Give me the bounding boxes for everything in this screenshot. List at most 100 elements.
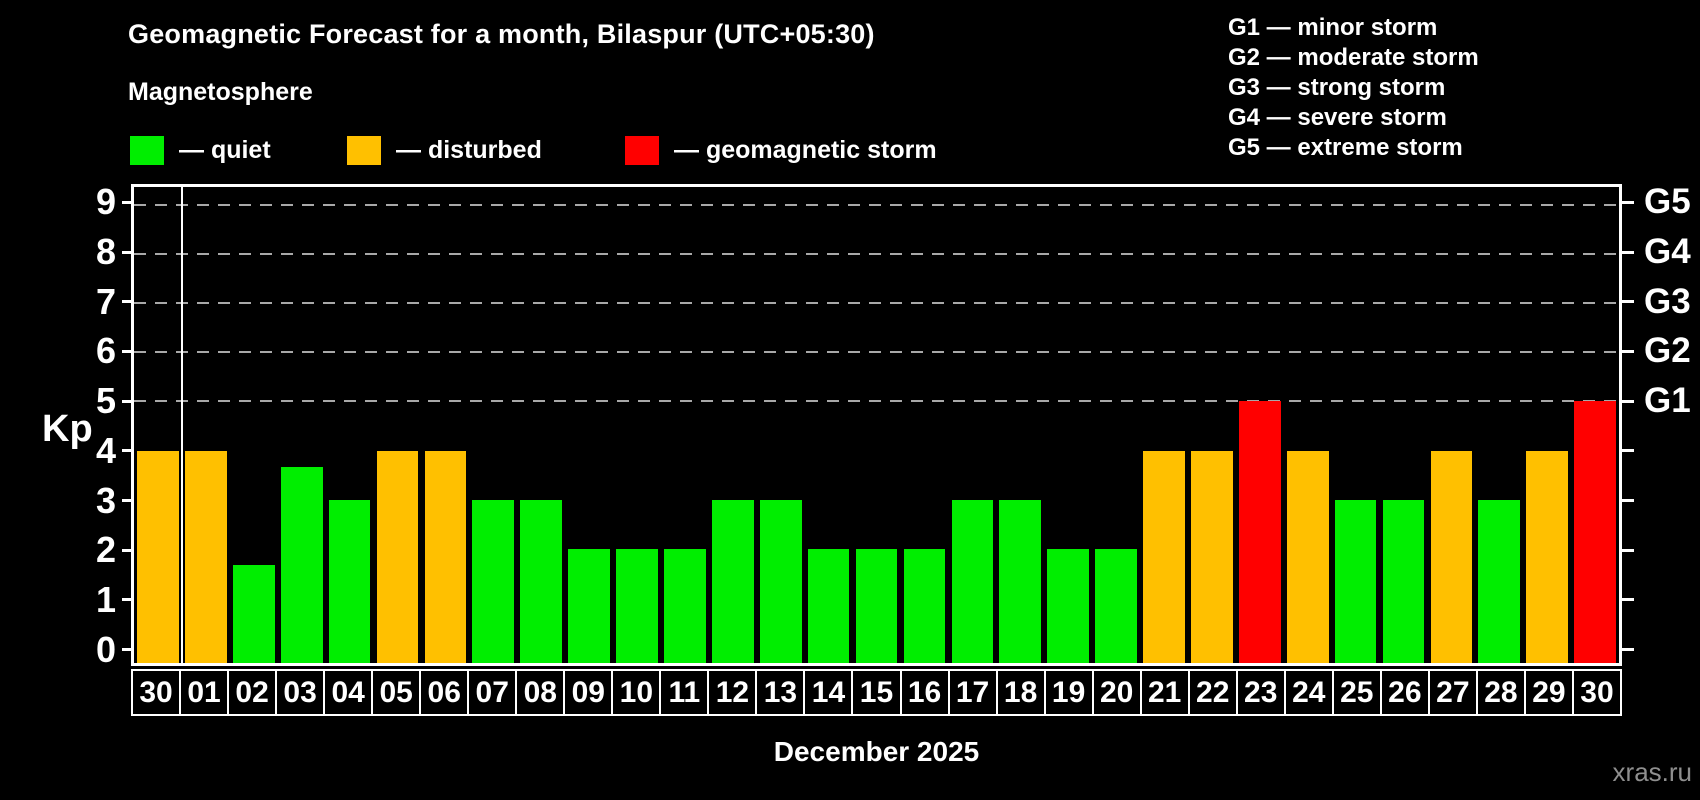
kp-bar xyxy=(376,450,419,663)
y-tick-8 xyxy=(122,250,131,254)
kp-bar xyxy=(280,466,323,663)
y-tick-label-1: 1 xyxy=(95,578,116,620)
kp-bar xyxy=(472,499,515,663)
bar-slot-day-08 xyxy=(517,187,565,663)
day-label-cell: 27 xyxy=(1427,669,1478,716)
bar-slot-day-18 xyxy=(996,187,1044,663)
legend-item-storm: — geomagnetic storm xyxy=(625,136,937,165)
bar-slot-day-11 xyxy=(661,187,709,663)
bar-slot-day-29 xyxy=(1523,187,1571,663)
y-tick-0 xyxy=(122,648,131,652)
day-label-cell: 26 xyxy=(1379,669,1430,716)
y-tick-label-0: 0 xyxy=(95,628,116,670)
bar-slot-day-07 xyxy=(469,187,517,663)
y-axis-right: G1 G2 G3 G4 G5 xyxy=(1622,182,1700,666)
kp-bar xyxy=(664,548,706,663)
legend-label-disturbed: — disturbed xyxy=(396,136,542,164)
g-level-label-g5: G5 xyxy=(1644,182,1691,222)
right-tick-5 xyxy=(1622,399,1634,403)
kp-bar xyxy=(1047,548,1089,663)
bar-slot-day-25 xyxy=(1332,187,1380,663)
bar-slot-day-12 xyxy=(709,187,757,663)
watermark: xras.ru xyxy=(1612,757,1692,787)
day-label-cell: 30 xyxy=(1571,669,1622,716)
bar-slot-day-02 xyxy=(230,187,278,663)
day-label-cell: 06 xyxy=(419,669,470,716)
kp-bar xyxy=(711,499,754,663)
kp-bar xyxy=(1191,450,1233,663)
kp-bar xyxy=(951,499,994,663)
kp-bar xyxy=(328,499,371,663)
y-tick-label-4: 4 xyxy=(95,429,116,471)
gridline-kp-9 xyxy=(134,204,1619,207)
day-label-cell: 10 xyxy=(611,669,662,716)
right-tick-6 xyxy=(1622,349,1634,353)
right-tick-2 xyxy=(1622,548,1634,552)
right-tick-1 xyxy=(1622,598,1634,602)
day-label-cell: 13 xyxy=(755,669,806,716)
y-tick-1 xyxy=(122,598,131,602)
bar-slot-day-30 xyxy=(134,187,182,663)
right-tick-8 xyxy=(1622,250,1634,254)
kp-bar xyxy=(520,499,563,663)
storm-scale-item-g5: G5 — extreme storm xyxy=(1228,134,1463,161)
day-label-cell: 14 xyxy=(803,669,854,716)
gridline-kp-7 xyxy=(134,302,1619,305)
right-tick-4 xyxy=(1622,449,1634,453)
x-axis-title: December 2025 xyxy=(773,736,980,767)
day-label-cell: 28 xyxy=(1475,669,1526,716)
kp-bar xyxy=(903,548,946,663)
chart-subtitle: Magnetosphere xyxy=(128,78,313,106)
bar-slot-day-06 xyxy=(421,187,469,663)
right-tick-9 xyxy=(1622,200,1634,204)
g-level-label-g3: G3 xyxy=(1644,281,1691,321)
bar-slot-day-14 xyxy=(805,187,853,663)
day-label-cell: 17 xyxy=(947,669,998,716)
right-tick-7 xyxy=(1622,300,1634,304)
kp-bar xyxy=(999,499,1042,663)
storm-scale-item-g4: G4 — severe storm xyxy=(1228,104,1447,131)
kp-bar xyxy=(568,548,610,663)
day-label-cell: 19 xyxy=(1043,669,1094,716)
g-level-label-g4: G4 xyxy=(1644,232,1691,272)
right-tick-3 xyxy=(1622,499,1634,503)
bar-slot-day-05 xyxy=(374,187,422,663)
kp-bar xyxy=(1286,450,1329,663)
kp-bar xyxy=(1478,499,1521,663)
legend-item-quiet: — quiet xyxy=(130,136,271,165)
storm-scale-item-g2: G2 — moderate storm xyxy=(1228,44,1479,71)
legend-swatch-storm xyxy=(625,136,659,165)
kp-bar xyxy=(185,450,227,663)
bar-slot-day-16 xyxy=(901,187,949,663)
bar-slot-day-24 xyxy=(1284,187,1332,663)
bar-slot-day-03 xyxy=(278,187,326,663)
bar-slot-day-30 xyxy=(1571,187,1619,663)
y-tick-7 xyxy=(122,300,131,304)
bar-slot-day-28 xyxy=(1475,187,1523,663)
kp-bar xyxy=(1382,499,1425,663)
day-label-cell: 25 xyxy=(1331,669,1382,716)
y-tick-label-5: 5 xyxy=(95,380,116,422)
bar-slot-day-04 xyxy=(326,187,374,663)
bar-slot-day-15 xyxy=(853,187,901,663)
day-label-cell: 21 xyxy=(1139,669,1190,716)
page-title: Geomagnetic Forecast for a month, Bilasp… xyxy=(128,19,875,49)
gridline-kp-8 xyxy=(134,253,1619,256)
day-label-cell: 01 xyxy=(179,669,230,716)
storm-scale-item-g3: G3 — strong storm xyxy=(1228,74,1446,101)
day-label-cell: 23 xyxy=(1235,669,1286,716)
kp-bar xyxy=(1334,499,1377,663)
day-label-cell: 05 xyxy=(371,669,422,716)
kp-bar xyxy=(232,564,275,663)
y-tick-label-9: 9 xyxy=(95,181,116,223)
day-label-cell: 09 xyxy=(563,669,614,716)
day-label-cell: 15 xyxy=(851,669,902,716)
y-tick-label-6: 6 xyxy=(95,330,116,372)
bar-slot-day-10 xyxy=(613,187,661,663)
y-tick-9 xyxy=(122,200,131,204)
kp-bar xyxy=(1095,548,1137,663)
y-tick-6 xyxy=(122,349,131,353)
right-tick-0 xyxy=(1622,648,1634,652)
kp-bar xyxy=(807,548,850,663)
